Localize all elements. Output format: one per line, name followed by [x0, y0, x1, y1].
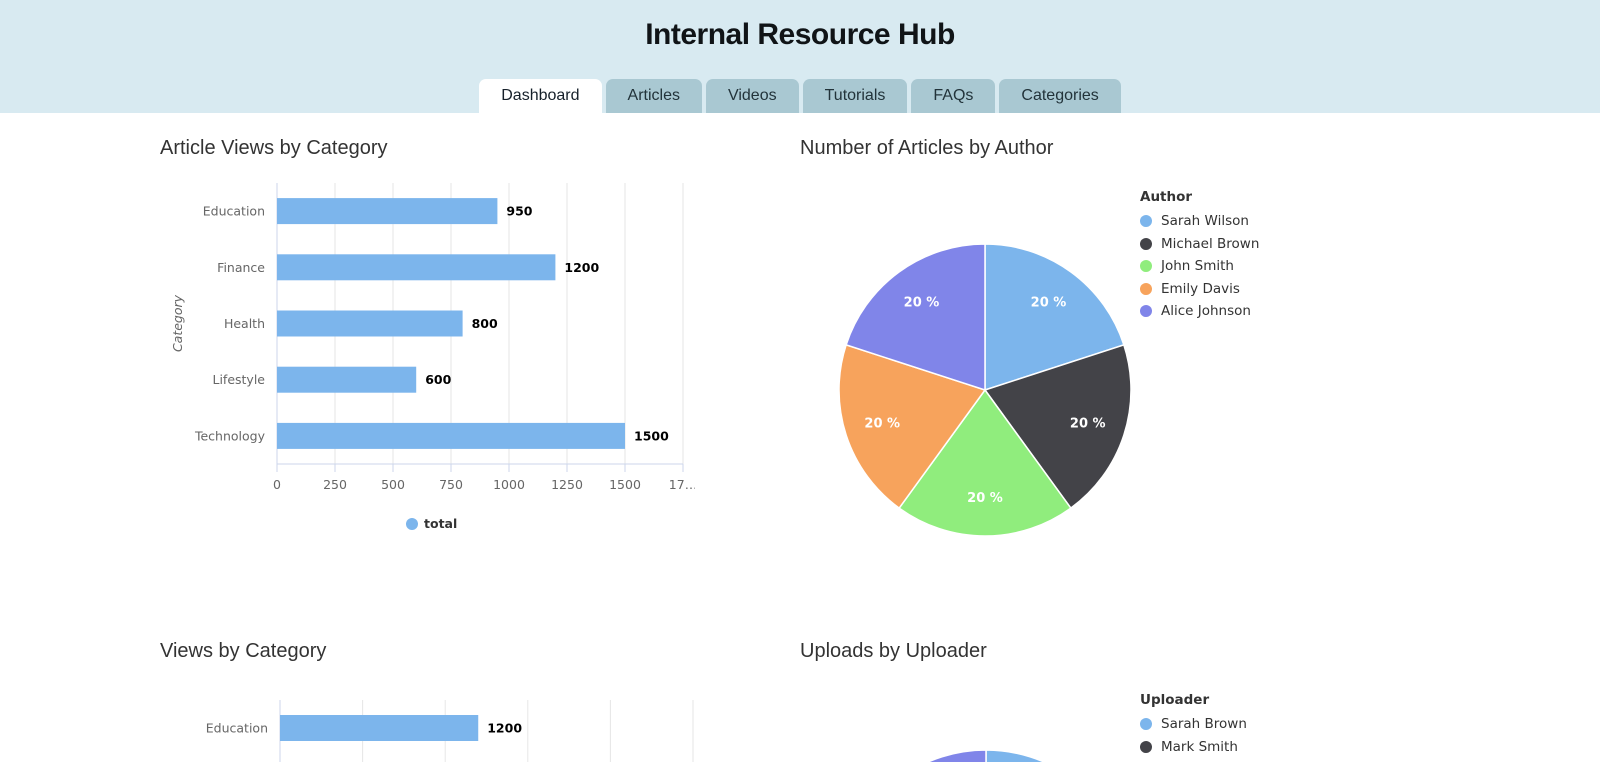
bar-chart-views-by-category: Education 1200	[206, 700, 694, 762]
tab-dashboard[interactable]: Dashboard	[479, 79, 602, 113]
tab-categories[interactable]: Categories	[999, 79, 1121, 113]
legend-item-label: Sarah Wilson	[1161, 213, 1249, 230]
legend-color-dot-icon	[1140, 282, 1152, 295]
legend-title-uploader: Uploader	[1140, 692, 1210, 708]
svg-text:Lifestyle: Lifestyle	[212, 372, 265, 387]
svg-text:Health: Health	[224, 316, 265, 331]
legend-item[interactable]: Michael Brown	[1140, 233, 1259, 256]
pie-legend-author: Author Sarah Wilson Michael Brown John Smi…	[1140, 189, 1259, 323]
svg-text:1000: 1000	[493, 477, 525, 492]
svg-text:20 %: 20 %	[1031, 296, 1067, 311]
svg-text:Education: Education	[206, 721, 268, 736]
svg-text:0: 0	[273, 477, 281, 492]
svg-text:Education: Education	[203, 204, 265, 219]
svg-text:total: total	[424, 516, 457, 531]
chart-title-article-views: Article Views by Category	[160, 137, 388, 159]
svg-text:600: 600	[425, 372, 451, 387]
legend-item[interactable]: Emily Davis	[1140, 278, 1259, 301]
svg-text:Category: Category	[170, 294, 185, 352]
legend-color-dot-icon	[1140, 305, 1152, 318]
legend-item-label: Mark Smith	[1161, 738, 1238, 755]
page-title: Internal Resource Hub	[645, 18, 955, 51]
legend-items: Sarah Wilson Michael Brown John Smith Emily…	[1140, 210, 1259, 323]
legend-color-dot-icon	[1140, 718, 1152, 731]
legend-item-label: Sarah Brown	[1161, 716, 1247, 733]
svg-text:1500: 1500	[609, 477, 641, 492]
legend-item-label: Emily Davis	[1161, 280, 1240, 297]
svg-text:1500: 1500	[634, 428, 669, 443]
legend-item[interactable]: Mark Smith	[1140, 736, 1247, 759]
svg-text:1200: 1200	[487, 721, 522, 736]
svg-text:750: 750	[439, 477, 463, 492]
dashboard-content: Article Views by Category Education 950 Fi…	[0, 113, 1600, 762]
legend-item-label: Alice Johnson	[1161, 303, 1251, 320]
svg-text:1250: 1250	[551, 477, 583, 492]
legend-color-dot-icon	[1140, 260, 1152, 273]
tab-articles[interactable]: Articles	[605, 79, 702, 113]
svg-text:500: 500	[381, 477, 405, 492]
legend-color-dot-icon	[1140, 215, 1152, 228]
app-header: Internal Resource Hub Dashboard Articles…	[0, 0, 1600, 113]
svg-text:20 %: 20 %	[1070, 416, 1106, 431]
legend-items: Sarah Brown Mark Smith	[1140, 713, 1247, 758]
chart-title-articles-by-author: Number of Articles by Author	[800, 137, 1054, 159]
bar-chart-article-views: Education 950 Finance 1200 Health 800 Lifestyl…	[170, 183, 695, 531]
svg-text:800: 800	[472, 316, 498, 331]
legend-item[interactable]: John Smith	[1140, 255, 1259, 278]
legend-item[interactable]: Alice Johnson	[1140, 300, 1259, 323]
pie-chart-uploads-by-uploader	[926, 749, 1046, 762]
svg-text:Technology: Technology	[194, 428, 266, 443]
legend-item[interactable]: Sarah Brown	[1140, 713, 1247, 736]
legend-item-label: Michael Brown	[1161, 235, 1260, 252]
legend-item-label: John Smith	[1161, 258, 1234, 275]
legend-color-dot-icon	[1140, 237, 1152, 250]
tab-videos[interactable]: Videos	[705, 79, 799, 113]
svg-text:20 %: 20 %	[904, 296, 940, 311]
svg-text:20 %: 20 %	[967, 491, 1003, 506]
svg-text:1200: 1200	[564, 260, 599, 275]
svg-text:250: 250	[323, 477, 347, 492]
legend-color-dot-icon	[1140, 740, 1152, 753]
legend-item[interactable]: Sarah Wilson	[1140, 210, 1259, 233]
legend-title-author: Author	[1140, 189, 1193, 205]
tab-faqs[interactable]: FAQs	[911, 79, 996, 113]
chart-title-views-by-category: Views by Category	[160, 640, 327, 662]
svg-text:20 %: 20 %	[864, 416, 900, 431]
svg-text:17…: 17…	[669, 477, 695, 492]
tab-bar: Dashboard Articles Videos Tutorials FAQs…	[0, 79, 1600, 113]
tab-tutorials[interactable]: Tutorials	[802, 79, 908, 113]
svg-text:Finance: Finance	[217, 260, 265, 275]
svg-text:950: 950	[506, 204, 532, 219]
pie-legend-uploader: Uploader Sarah Brown Mark Smith	[1140, 692, 1247, 758]
pie-chart-articles-by-author: 20 % 20 % 20 % 20 % 20 %	[838, 243, 1132, 537]
chart-title-uploads-by-uploader: Uploads by Uploader	[800, 640, 987, 662]
